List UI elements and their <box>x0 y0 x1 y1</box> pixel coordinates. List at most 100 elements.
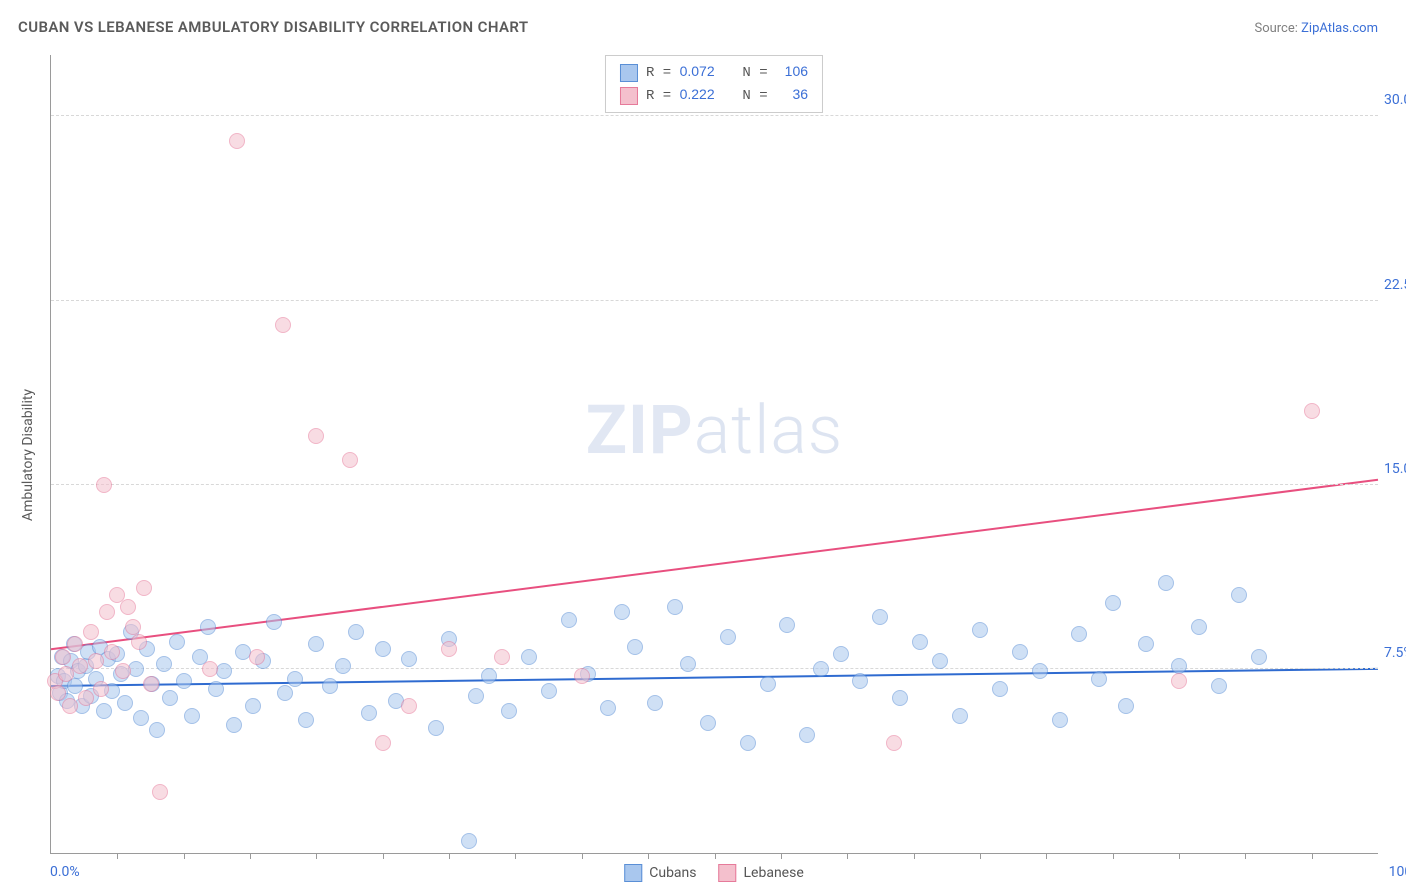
data-point <box>680 656 696 672</box>
data-point <box>277 685 293 701</box>
x-tick <box>1312 853 1313 859</box>
data-point <box>88 653 104 669</box>
data-point <box>348 624 364 640</box>
data-point <box>72 658 88 674</box>
data-point <box>740 735 756 751</box>
data-point <box>481 668 497 684</box>
data-point <box>169 634 185 650</box>
data-point <box>441 641 457 657</box>
data-point <box>1052 712 1068 728</box>
data-point <box>1304 403 1320 419</box>
data-point <box>96 477 112 493</box>
x-tick <box>515 853 516 859</box>
data-point <box>96 703 112 719</box>
x-tick <box>781 853 782 859</box>
data-point <box>308 428 324 444</box>
source-link[interactable]: ZipAtlas.com <box>1301 21 1378 36</box>
data-point <box>494 649 510 665</box>
x-tick <box>117 853 118 859</box>
data-point <box>1158 575 1174 591</box>
x-axis-min-label: 0.0% <box>50 864 80 880</box>
data-point <box>1211 678 1227 694</box>
y-axis-label: Ambulatory Disability <box>20 388 36 520</box>
x-tick <box>316 853 317 859</box>
x-tick <box>1046 853 1047 859</box>
legend-swatch <box>719 864 737 882</box>
data-point <box>78 690 94 706</box>
data-point <box>561 612 577 628</box>
legend-item: Lebanese <box>719 864 804 882</box>
data-point <box>401 651 417 667</box>
stats-legend: R = 0.072 N = 106R = 0.222 N = 36 <box>605 55 823 113</box>
data-point <box>200 619 216 635</box>
data-point <box>67 636 83 652</box>
data-point <box>115 663 131 679</box>
x-tick <box>847 853 848 859</box>
x-tick <box>914 853 915 859</box>
x-tick <box>1113 853 1114 859</box>
data-point <box>760 676 776 692</box>
data-point <box>375 641 391 657</box>
data-point <box>308 636 324 652</box>
data-point <box>1071 626 1087 642</box>
data-point <box>521 649 537 665</box>
data-point <box>335 658 351 674</box>
data-point <box>667 599 683 615</box>
data-point <box>1012 644 1028 660</box>
data-point <box>1105 595 1121 611</box>
x-tick <box>250 853 251 859</box>
data-point <box>342 452 358 468</box>
data-point <box>136 580 152 596</box>
data-point <box>912 634 928 650</box>
data-point <box>202 661 218 677</box>
y-tick-label: 7.5% <box>1384 645 1406 661</box>
x-axis-max-label: 100.0% <box>1389 864 1406 880</box>
data-point <box>1091 671 1107 687</box>
x-tick <box>648 853 649 859</box>
data-point <box>208 681 224 697</box>
data-point <box>83 624 99 640</box>
data-point <box>627 639 643 655</box>
legend-item: Cubans <box>624 864 696 882</box>
y-tick-label: 22.5% <box>1384 277 1406 293</box>
data-point <box>720 629 736 645</box>
x-tick <box>184 853 185 859</box>
data-point <box>1171 673 1187 689</box>
x-tick <box>449 853 450 859</box>
data-point <box>125 619 141 635</box>
series-legend: Cubans Lebanese <box>624 864 804 882</box>
y-tick-label: 30.0% <box>1384 92 1406 108</box>
legend-swatch <box>620 64 638 82</box>
data-point <box>852 673 868 689</box>
source-attribution: Source: ZipAtlas.com <box>1254 21 1378 36</box>
data-point <box>93 681 109 697</box>
data-point <box>58 666 74 682</box>
data-point <box>275 317 291 333</box>
data-point <box>120 599 136 615</box>
data-point <box>249 649 265 665</box>
data-point <box>886 735 902 751</box>
stats-legend-row: R = 0.222 N = 36 <box>620 84 808 107</box>
data-point <box>468 688 484 704</box>
data-point <box>541 683 557 699</box>
data-point <box>184 708 200 724</box>
data-point <box>972 622 988 638</box>
data-point <box>1171 658 1187 674</box>
data-point <box>99 604 115 620</box>
x-tick <box>1179 853 1180 859</box>
data-point <box>779 617 795 633</box>
data-point <box>117 695 133 711</box>
data-point <box>992 681 1008 697</box>
trend-line <box>51 480 1378 649</box>
legend-swatch <box>620 87 638 105</box>
data-point <box>461 833 477 849</box>
data-point <box>501 703 517 719</box>
data-point <box>149 722 165 738</box>
y-tick-label: 15.0% <box>1384 461 1406 477</box>
gridline <box>51 484 1378 485</box>
data-point <box>952 708 968 724</box>
data-point <box>600 700 616 716</box>
legend-label: Cubans <box>649 865 696 881</box>
data-point <box>1118 698 1134 714</box>
data-point <box>266 614 282 630</box>
